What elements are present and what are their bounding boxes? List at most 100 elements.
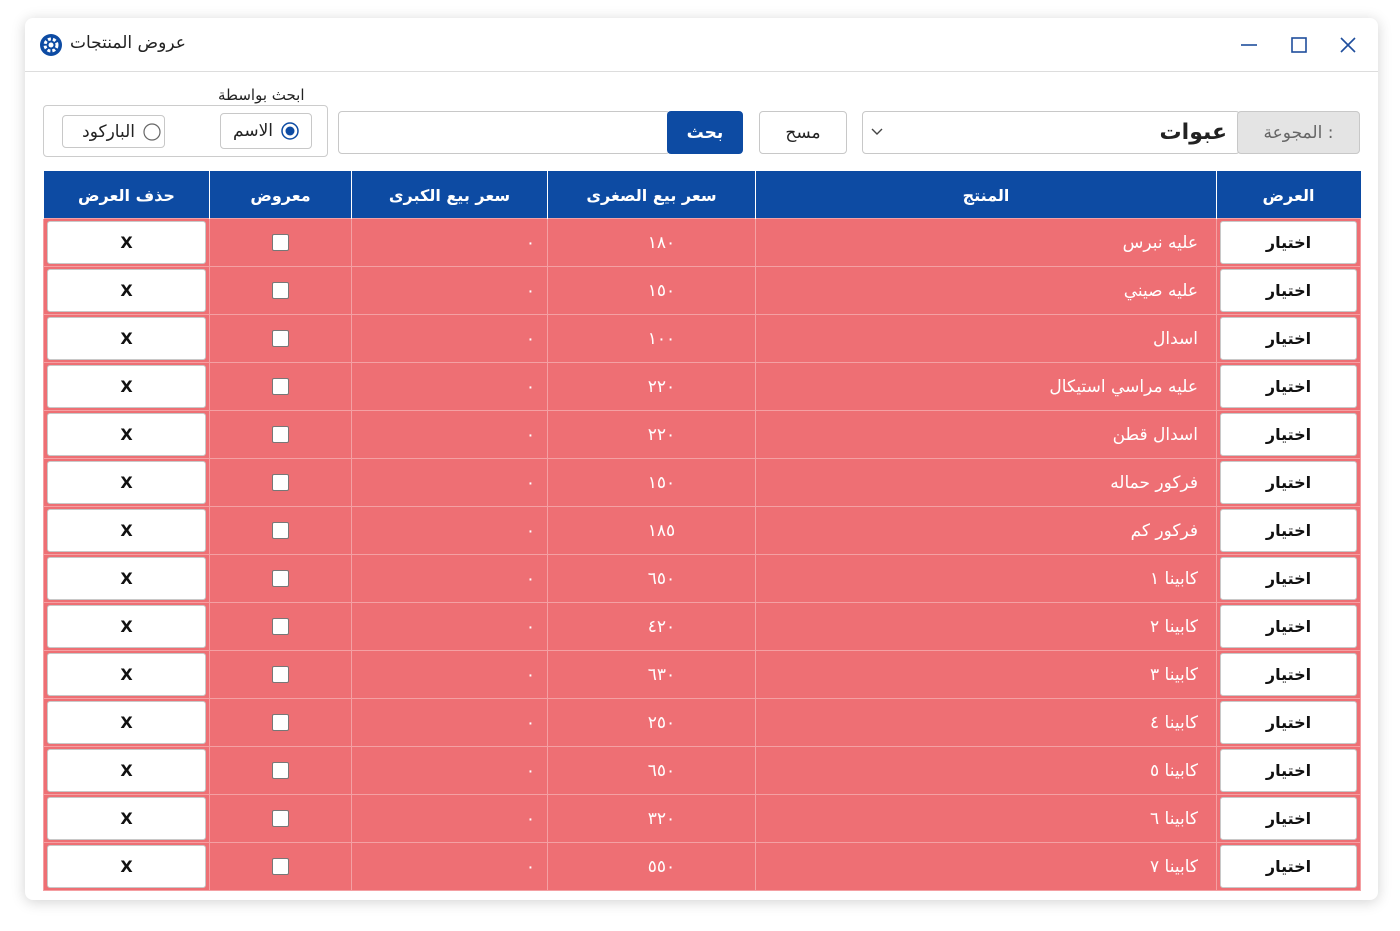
shown-cell xyxy=(209,698,352,747)
radio-barcode[interactable]: الباركود xyxy=(62,115,165,148)
delete-button[interactable]: X xyxy=(47,461,206,504)
small-price-cell: ٦٥٠ xyxy=(547,746,756,795)
big-price-cell: ٠ xyxy=(351,362,548,411)
select-button[interactable]: اختيار xyxy=(1220,365,1357,408)
radio-name[interactable]: الاسم xyxy=(220,113,312,149)
delete-button[interactable]: X xyxy=(47,413,206,456)
select-cell: اختيار xyxy=(1216,314,1361,363)
select-button[interactable]: اختيار xyxy=(1220,557,1357,600)
table-row: اختيار عليه صيني ١٥٠ ٠ X xyxy=(43,266,1361,315)
shown-cell xyxy=(209,266,352,315)
checkbox[interactable] xyxy=(272,234,289,251)
product-cell: كابينا ٥ xyxy=(755,746,1217,795)
checkbox[interactable] xyxy=(272,282,289,299)
delete-button[interactable]: X xyxy=(47,797,206,840)
big-price-cell: ٠ xyxy=(351,842,548,891)
select-button[interactable]: اختيار xyxy=(1220,845,1357,888)
delete-cell: X xyxy=(43,458,210,507)
select-button[interactable]: اختيار xyxy=(1220,461,1357,504)
delete-button[interactable]: X xyxy=(47,653,206,696)
select-button[interactable]: اختيار xyxy=(1220,221,1357,264)
select-cell: اختيار xyxy=(1216,602,1361,651)
checkbox[interactable] xyxy=(272,426,289,443)
select-button[interactable]: اختيار xyxy=(1220,605,1357,648)
select-button[interactable]: اختيار xyxy=(1220,413,1357,456)
big-price-cell: ٠ xyxy=(351,554,548,603)
delete-button[interactable]: X xyxy=(47,845,206,888)
big-price-cell: ٠ xyxy=(351,218,548,267)
header-row: العرض المنتج سعر بيع الصغرى سعر بيع الكبرى م… xyxy=(43,171,1361,219)
search-by-group xyxy=(43,105,328,157)
product-cell: فركور كم xyxy=(755,506,1217,555)
delete-button[interactable]: X xyxy=(47,557,206,600)
offers-table: العرض المنتج سعر بيع الصغرى سعر بيع الكبرى م… xyxy=(43,171,1361,891)
checkbox[interactable] xyxy=(272,810,289,827)
delete-button[interactable]: X xyxy=(47,749,206,792)
small-price-cell: ٢٢٠ xyxy=(547,410,756,459)
checkbox[interactable] xyxy=(272,474,289,491)
delete-cell: X xyxy=(43,698,210,747)
select-button[interactable]: اختيار xyxy=(1220,653,1357,696)
checkbox[interactable] xyxy=(272,762,289,779)
product-cell: فركور حماله xyxy=(755,458,1217,507)
maximize[interactable] xyxy=(1291,37,1307,53)
small-price-cell: ١٥٠ xyxy=(547,458,756,507)
table-row: اختيار كابينا ١ ٦٥٠ ٠ X xyxy=(43,554,1361,603)
column-header: العرض xyxy=(1216,171,1361,219)
delete-button[interactable]: X xyxy=(47,509,206,552)
checkbox[interactable] xyxy=(272,378,289,395)
select-button[interactable]: اختيار xyxy=(1220,269,1357,312)
product-cell: اسدال xyxy=(755,314,1217,363)
select-cell: اختيار xyxy=(1216,458,1361,507)
delete-cell: X xyxy=(43,794,210,843)
group-combo[interactable]: عبوات xyxy=(862,111,1240,154)
window-controls xyxy=(1241,37,1356,53)
big-price-cell: ٠ xyxy=(351,410,548,459)
radio-dot xyxy=(281,122,299,140)
small-price-cell: ١٨٠ xyxy=(547,218,756,267)
delete-button[interactable]: X xyxy=(47,365,206,408)
select-button[interactable]: اختيار xyxy=(1220,317,1357,360)
select-cell: اختيار xyxy=(1216,842,1361,891)
delete-cell: X xyxy=(43,842,210,891)
checkbox[interactable] xyxy=(272,618,289,635)
shown-cell xyxy=(209,794,352,843)
checkbox[interactable] xyxy=(272,570,289,587)
shown-cell xyxy=(209,746,352,795)
checkbox[interactable] xyxy=(272,522,289,539)
delete-button[interactable]: X xyxy=(47,317,206,360)
checkbox[interactable] xyxy=(272,330,289,347)
shown-cell xyxy=(209,362,352,411)
delete-cell: X xyxy=(43,554,210,603)
close[interactable] xyxy=(1340,37,1356,53)
select-cell: اختيار xyxy=(1216,650,1361,699)
chevron xyxy=(871,128,883,135)
delete-button[interactable]: X xyxy=(47,605,206,648)
select-button[interactable]: اختيار xyxy=(1220,749,1357,792)
clear-button[interactable]: مسح xyxy=(759,111,847,154)
product-cell: عليه مراسي استيكال xyxy=(755,362,1217,411)
product-cell: كابينا ٣ xyxy=(755,650,1217,699)
table-row: اختيار كابينا ٢ ٤٢٠ ٠ X xyxy=(43,602,1361,651)
search-input[interactable] xyxy=(338,111,670,154)
group-legend: ابحث بواسطة xyxy=(214,86,309,104)
checkbox[interactable] xyxy=(272,858,289,875)
select-button[interactable]: اختيار xyxy=(1220,701,1357,744)
title-bar: عروض المنتجات xyxy=(25,18,1378,72)
group-label: المجوعة : xyxy=(1237,111,1360,154)
select-button[interactable]: اختيار xyxy=(1220,797,1357,840)
delete-button[interactable]: X xyxy=(47,221,206,264)
search-button[interactable]: بحث xyxy=(667,111,743,154)
shown-cell xyxy=(209,458,352,507)
delete-button[interactable]: X xyxy=(47,269,206,312)
checkbox[interactable] xyxy=(272,714,289,731)
small-price-cell: ١٨٥ xyxy=(547,506,756,555)
delete-button[interactable]: X xyxy=(47,701,206,744)
select-cell: اختيار xyxy=(1216,266,1361,315)
product-cell: عليه صيني xyxy=(755,266,1217,315)
checkbox[interactable] xyxy=(272,666,289,683)
select-button[interactable]: اختيار xyxy=(1220,509,1357,552)
column-header: سعر بيع الكبرى xyxy=(351,171,548,219)
delete-cell: X xyxy=(43,410,210,459)
